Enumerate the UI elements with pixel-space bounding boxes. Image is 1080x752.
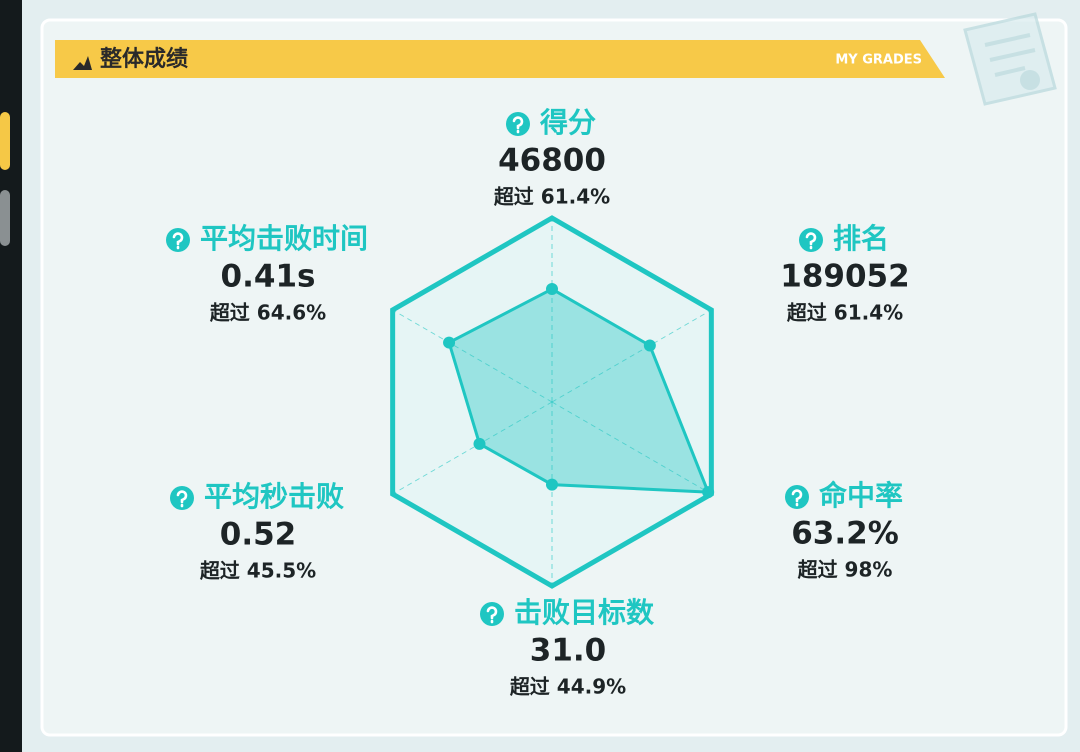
panel-title: 整体成绩 [100, 46, 188, 72]
help-icon-circle [798, 228, 823, 252]
spoke [392, 309, 553, 403]
header-bar [55, 40, 945, 78]
help-icon[interactable] [784, 485, 809, 509]
metric-value: 0.41s [221, 259, 316, 295]
spoke [551, 309, 712, 403]
metric-name: 击败目标数 [514, 596, 655, 629]
help-icon-mark [176, 490, 188, 508]
help-icon[interactable] [798, 228, 823, 252]
radar-point [643, 339, 656, 352]
metric-value: 46800 [498, 143, 606, 179]
help-icon-circle [165, 228, 190, 252]
metric-percentile: 超过 98% [797, 558, 893, 582]
metric-value: 31.0 [530, 633, 607, 669]
help-icon[interactable] [505, 112, 530, 136]
help-icon-mark [805, 232, 817, 250]
metric-name: 排名 [833, 222, 889, 255]
help-icon-circle [169, 486, 194, 510]
sidebar [0, 0, 22, 752]
panel-subtitle: MY GRADES [835, 53, 922, 68]
help-icon-circle [479, 602, 504, 626]
spoke [551, 401, 712, 495]
metric-name: 平均击败时间 [200, 222, 368, 255]
radar-chart: 得分 46800 超过 61.4% 排名 189052 超过 61.4% 命中率 63.2% 超… [165, 106, 910, 699]
header-icon [73, 56, 92, 70]
metric-name: 得分 [539, 106, 596, 139]
metric-percentile: 超过 44.9% [509, 675, 626, 699]
spoke [392, 401, 553, 495]
metric-value: 63.2% [791, 516, 899, 552]
radar-point [546, 478, 558, 491]
metric-percentile: 超过 61.4% [493, 185, 610, 209]
clipboard-icon [963, 12, 1057, 106]
help-icon-circle [784, 485, 809, 509]
help-icon-mark [486, 606, 498, 624]
radar-point [702, 486, 715, 499]
metric-percentile: 超过 61.4% [786, 301, 903, 325]
sidebar-tab[interactable] [0, 190, 10, 246]
help-icon-mark [791, 489, 803, 507]
metric-percentile: 超过 64.6% [209, 301, 326, 325]
sidebar-tab-active[interactable] [0, 112, 10, 170]
metric-value: 0.52 [220, 517, 297, 553]
help-icon-mark [172, 232, 184, 250]
metric-name: 平均秒击败 [204, 480, 344, 513]
help-icon[interactable] [479, 602, 504, 626]
radar-point [473, 437, 486, 450]
help-icon[interactable] [165, 228, 190, 252]
radar-point [546, 283, 558, 296]
help-icon[interactable] [169, 486, 194, 510]
metric-value: 189052 [780, 259, 909, 295]
metric-percentile: 超过 45.5% [199, 559, 316, 583]
help-icon-circle [505, 112, 530, 136]
metric-name: 命中率 [819, 479, 903, 512]
help-icon-mark [512, 116, 524, 134]
radar-point [443, 336, 456, 349]
